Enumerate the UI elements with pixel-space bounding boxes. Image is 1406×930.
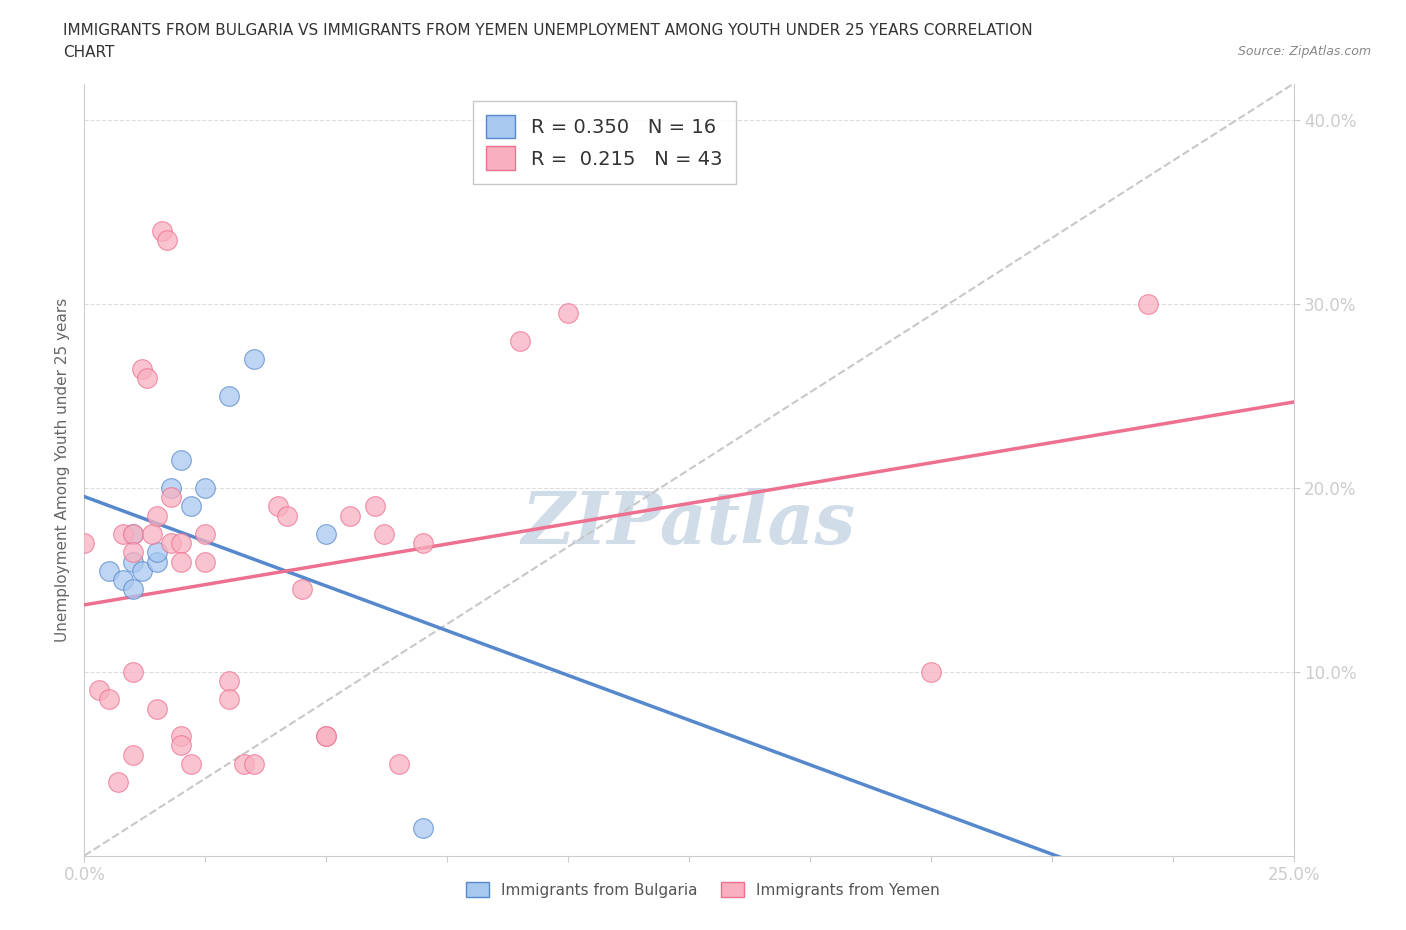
Point — [112, 526, 135, 541]
Point — [170, 453, 193, 468]
Point — [131, 361, 153, 376]
Point — [412, 820, 434, 835]
Point — [170, 536, 193, 551]
Point — [131, 564, 153, 578]
Point — [170, 729, 193, 744]
Point — [73, 536, 96, 551]
Point — [373, 526, 395, 541]
Point — [160, 481, 183, 496]
Point — [557, 306, 579, 321]
Point — [141, 526, 163, 541]
Point — [233, 756, 256, 771]
Point — [412, 536, 434, 551]
Point — [267, 499, 290, 514]
Point — [121, 664, 143, 679]
Point — [146, 701, 169, 716]
Point — [146, 545, 169, 560]
Point — [291, 581, 314, 596]
Point — [315, 729, 337, 744]
Y-axis label: Unemployment Among Youth under 25 years: Unemployment Among Youth under 25 years — [55, 298, 70, 642]
Text: IMMIGRANTS FROM BULGARIA VS IMMIGRANTS FROM YEMEN UNEMPLOYMENT AMONG YOUTH UNDER: IMMIGRANTS FROM BULGARIA VS IMMIGRANTS F… — [63, 23, 1033, 38]
Point — [97, 564, 120, 578]
Legend: Immigrants from Bulgaria, Immigrants from Yemen: Immigrants from Bulgaria, Immigrants fro… — [460, 875, 946, 904]
Point — [97, 692, 120, 707]
Point — [194, 554, 217, 569]
Point — [218, 692, 240, 707]
Point — [170, 554, 193, 569]
Point — [242, 756, 264, 771]
Point — [121, 747, 143, 762]
Point — [150, 223, 173, 238]
Point — [315, 729, 337, 744]
Point — [170, 737, 193, 752]
Point — [218, 389, 240, 404]
Point — [121, 526, 143, 541]
Point — [218, 673, 240, 688]
Point — [315, 526, 337, 541]
Point — [87, 683, 110, 698]
Point — [121, 581, 143, 596]
Point — [146, 508, 169, 523]
Point — [339, 508, 361, 523]
Point — [194, 526, 217, 541]
Point — [146, 554, 169, 569]
Text: ZIPatlas: ZIPatlas — [522, 488, 856, 559]
Point — [276, 508, 298, 523]
Point — [155, 232, 177, 247]
Point — [242, 352, 264, 366]
Point — [121, 554, 143, 569]
Point — [121, 526, 143, 541]
Text: Source: ZipAtlas.com: Source: ZipAtlas.com — [1237, 45, 1371, 58]
Point — [107, 775, 129, 790]
Point — [180, 499, 202, 514]
Point — [194, 481, 217, 496]
Point — [160, 490, 183, 505]
Legend: R = 0.350   N = 16, R =  0.215   N = 43: R = 0.350 N = 16, R = 0.215 N = 43 — [472, 101, 735, 183]
Point — [920, 664, 942, 679]
Point — [363, 499, 385, 514]
Point — [180, 756, 202, 771]
Point — [160, 536, 183, 551]
Point — [1137, 297, 1160, 312]
Point — [121, 545, 143, 560]
Point — [136, 370, 159, 385]
Point — [112, 573, 135, 588]
Point — [509, 334, 531, 349]
Text: CHART: CHART — [63, 45, 115, 60]
Point — [388, 756, 411, 771]
